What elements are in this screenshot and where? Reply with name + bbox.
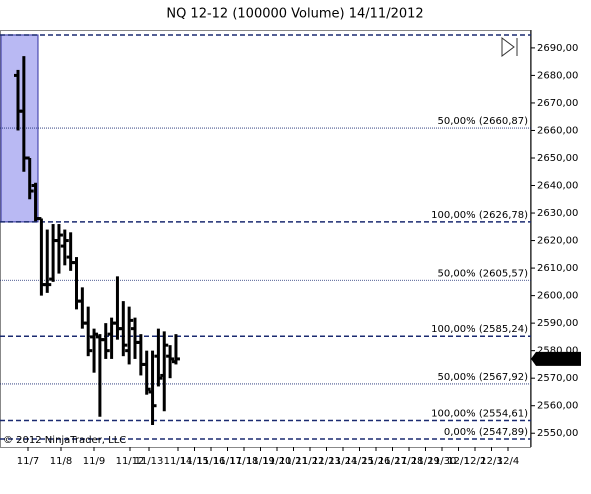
y-tick-label: 2640,00 (537, 181, 578, 192)
x-tick-label: 11/23 (312, 456, 341, 467)
level-label: 100,00% (2585,24) (431, 324, 528, 335)
copyright: © 2012 NinjaTrader, LLC (3, 435, 126, 446)
y-tick-label: 2550,00 (537, 428, 578, 439)
scroll-icon (501, 37, 518, 57)
x-tick-label: 11/14 (164, 456, 193, 467)
x-tick-label: 11/12 (116, 456, 145, 467)
y-tick-label: 2660,00 (537, 125, 578, 136)
x-tick-label: 12/2 (464, 456, 486, 467)
x-tick-label: 11/17 (213, 456, 242, 467)
chart-title: NQ 12-12 (100000 Volume) 14/11/2012 (166, 7, 423, 22)
x-tick-label: 11/7 (17, 456, 39, 467)
level-label: 100,00% (2626,78) (431, 210, 528, 221)
x-tick-label: 11/25 (345, 456, 374, 467)
level-label: 50,00% (2660,87) (438, 116, 529, 127)
y-tick-label: 2560,00 (537, 401, 578, 412)
y-tick-label: 2650,00 (537, 153, 578, 164)
x-tick-label: 11/26 (362, 456, 391, 467)
level-label: 100,00% (2554,61) (431, 409, 528, 420)
x-tick-label: 11/8 (50, 456, 72, 467)
level-label: 50,00% (2567,92) (438, 372, 529, 383)
last-price-tag (531, 351, 581, 366)
x-tick-label: 12/1 (447, 456, 469, 467)
x-tick-label: 12/3 (480, 456, 502, 467)
x-tick-label: 11/24 (329, 456, 358, 467)
x-tick-label: 11/20 (263, 456, 292, 467)
y-tick-label: 2620,00 (537, 236, 578, 247)
x-tick-label: 12/4 (497, 456, 519, 467)
y-tick-label: 2670,00 (537, 98, 578, 109)
last-price-label: 2577,00 (538, 354, 579, 365)
x-tick-label: 11/29 (411, 456, 440, 467)
x-tick-label: 11/19 (246, 456, 275, 467)
y-tick-label: 2610,00 (537, 263, 578, 274)
y-tick-label: 2570,00 (537, 373, 578, 384)
x-tick-label: 11/30 (428, 456, 457, 467)
x-tick-label: 11/18 (230, 456, 259, 467)
x-tick-label: 11/16 (197, 456, 226, 467)
x-tick-label: 11/13 (135, 456, 164, 467)
y-tick-label: 2690,00 (537, 43, 578, 54)
y-tick-label: 2630,00 (537, 208, 578, 219)
level-label: 50,00% (2605,57) (438, 268, 529, 279)
y-tick-label: 2590,00 (537, 318, 578, 329)
x-tick-label: 11/27 (378, 456, 407, 467)
x-tick-label: 11/15 (180, 456, 209, 467)
x-tick-label: 11/28 (395, 456, 424, 467)
y-tick-label: 2680,00 (537, 70, 578, 81)
y-tick-label: 2600,00 (537, 291, 578, 302)
x-tick-label: 11/21 (279, 456, 308, 467)
x-tick-label: 11/22 (296, 456, 325, 467)
level-label: 0,00% (2547,89) (444, 427, 528, 438)
y-tick-label: 2580,00 (537, 346, 578, 357)
x-tick-label: 11/9 (83, 456, 105, 467)
